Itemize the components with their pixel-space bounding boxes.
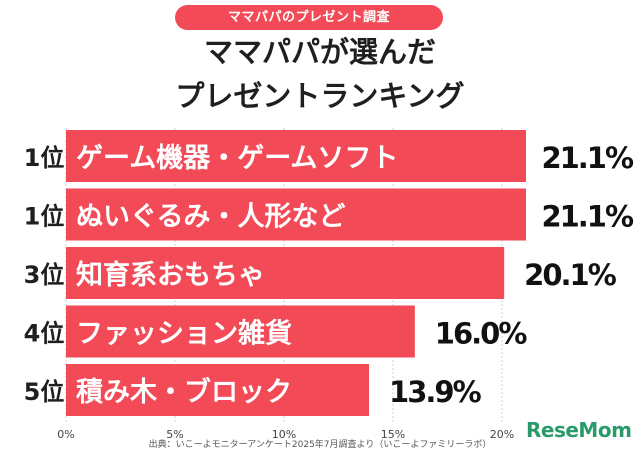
bar xyxy=(66,364,370,416)
x-tick-label: 0% xyxy=(57,428,74,441)
category-label: 積み木・ブロック xyxy=(76,376,292,408)
rank-label: 4位 xyxy=(24,320,65,348)
resemom-logo: ReseMom xyxy=(526,418,632,442)
source-note: 出典：いこーよモニターアンケート2025年7月調査より（いこーよファミリーラボ） xyxy=(148,440,492,450)
x-tick-label: 5% xyxy=(166,428,183,441)
x-tick-label: 20% xyxy=(490,428,514,441)
bar xyxy=(66,188,526,241)
category-label: ぬいぐるみ・人形など xyxy=(76,202,345,233)
bar xyxy=(66,305,415,358)
x-tick-label: 15% xyxy=(381,428,405,441)
survey-badge: ママパパのプレゼント調査 xyxy=(175,5,443,30)
rank-label: 5位 xyxy=(24,378,65,406)
category-label: 知育系おもちゃ xyxy=(76,259,265,291)
data-label: 20.1% xyxy=(524,258,617,292)
bar xyxy=(66,247,505,299)
rank-label: 1位 xyxy=(24,203,65,231)
data-label: 21.1% xyxy=(541,200,634,234)
data-label: 21.1% xyxy=(541,141,634,175)
chart-title-line2: プレゼントランキング xyxy=(175,79,465,113)
bar xyxy=(66,130,526,182)
category-label: ファッション雑貨 xyxy=(76,318,292,350)
data-label: 13.9% xyxy=(389,375,482,409)
category-label: ゲーム機器・ゲームソフト xyxy=(76,143,398,174)
rank-label: 3位 xyxy=(24,261,65,289)
x-tick-label: 10% xyxy=(272,428,296,441)
data-label: 16.0% xyxy=(435,317,528,351)
rank-label: 1位 xyxy=(24,144,65,172)
chart-title-line1: ママパパが選んだ xyxy=(203,35,436,69)
